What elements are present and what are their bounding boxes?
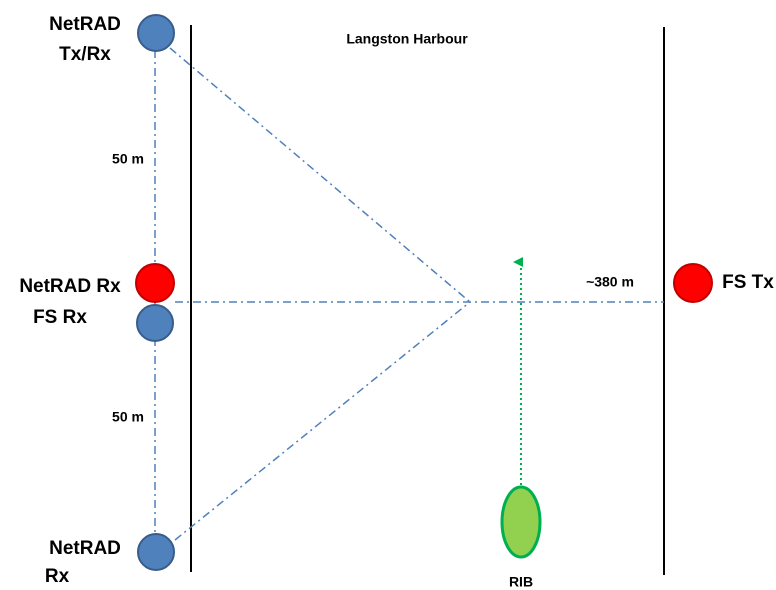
- node-label: FS Rx: [33, 307, 87, 328]
- node-label: Rx: [45, 566, 70, 587]
- distance-label: ~380 m: [586, 274, 634, 290]
- node-label: NetRAD: [49, 14, 121, 35]
- node-label: RIB: [509, 574, 533, 590]
- node: [673, 263, 713, 303]
- node: [136, 304, 174, 342]
- beam-line: [169, 47, 471, 303]
- node: [135, 263, 175, 303]
- node-label: NetRAD: [49, 538, 121, 559]
- node-label: NetRAD Rx: [19, 276, 121, 297]
- distance-label: 50 m: [112, 409, 144, 425]
- node: [137, 14, 175, 52]
- title: Langston Harbour: [346, 31, 468, 47]
- node: [137, 533, 175, 571]
- distance-label: 50 m: [112, 151, 144, 167]
- node-label: Tx/Rx: [59, 44, 111, 65]
- node-label: FS Tx: [722, 272, 774, 293]
- beam-line: [174, 301, 471, 541]
- rib: [500, 485, 542, 559]
